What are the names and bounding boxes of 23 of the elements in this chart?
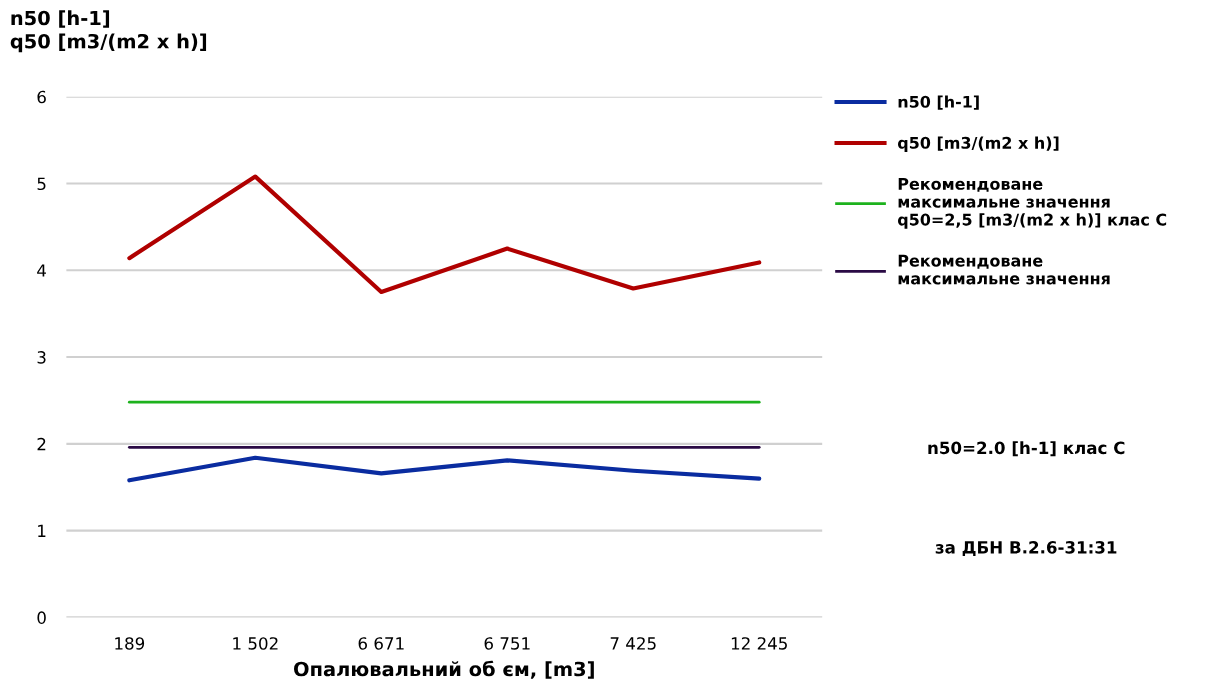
- y-tick-label: 0: [37, 611, 46, 624]
- y-tick-label: 3: [37, 351, 46, 364]
- x-tick-label: 6 671: [358, 637, 404, 650]
- y-tick-label: 5: [37, 177, 46, 191]
- text: за ДБН В.2.6-31:31: [935, 541, 1117, 557]
- text: n50=2.0 [h-1] клас С: [928, 441, 1125, 457]
- x-tick-label: 1 502: [233, 637, 278, 650]
- line-series: [127, 174, 762, 295]
- legend-label: Рекомендоване максимальне значення: [898, 254, 1110, 285]
- y-axis-title: n50 [h-1] q50 [m3/(m2 x h)]: [10, 10, 207, 53]
- legend-label: Рекомендоване максимальне значення q50=2,5 [m3/(m2 x h)] клас С: [897, 178, 1167, 229]
- legend-label: q50 [m3/(m2 x h)]: [897, 136, 1059, 152]
- y-tick-label: 2: [37, 437, 46, 451]
- x-tick-label: 12 245: [731, 637, 787, 650]
- y-tick-label: 4: [37, 264, 46, 277]
- x-axis-title: Опалювальний об єм, [m3]: [294, 660, 594, 679]
- x-tick-label: 7 425: [610, 637, 656, 650]
- x-tick-label: 6 751: [484, 637, 530, 650]
- legend-label: n50 [h-1]: [898, 95, 979, 110]
- x-tick-label: 189: [115, 637, 145, 650]
- y-tick-label: 1: [38, 524, 46, 537]
- y-tick-label: 6: [37, 90, 46, 104]
- line-series: [127, 455, 762, 483]
